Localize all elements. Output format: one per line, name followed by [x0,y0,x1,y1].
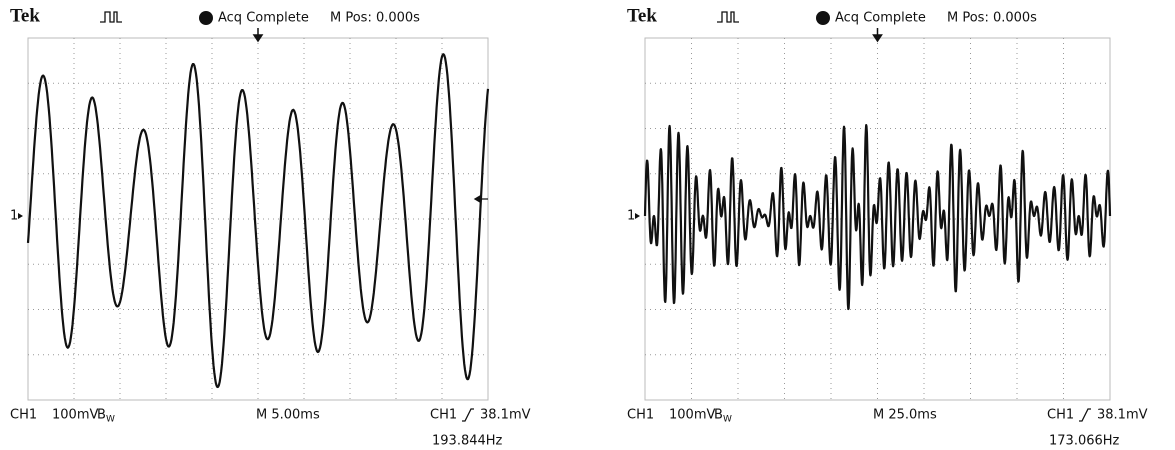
trigger-level: 38.1mV [480,408,531,423]
trigger-slope [462,408,474,422]
trigger-pos-arrow [872,28,883,43]
bw-limit: B [97,408,106,423]
ground-arrow [635,213,640,219]
ground-arrow [18,213,23,219]
run-icon [100,11,122,23]
bw-limit: B [714,408,723,423]
ground-marker: 1 [10,209,18,224]
trigger-level: 38.1mV [1097,408,1148,423]
position: M Pos: 0.000s [330,11,420,26]
waveform [26,53,490,389]
run-icon [717,11,739,23]
frequency: 193.844Hz [432,434,503,449]
trigger-slope [1079,408,1091,422]
trigger-channel: CH1 [1047,408,1074,423]
bw-limit-sub: W [723,415,732,425]
ground-marker: 1 [627,209,635,224]
timebase: M 5.00ms [256,408,320,423]
volts-div: 100mV [669,408,715,423]
brand: Tek [10,5,40,26]
timebase: M 25.0ms [873,408,937,423]
bw-limit-sub: W [106,415,115,425]
acq-dot [199,11,213,25]
volts-div: 100mV [52,408,98,423]
brand: Tek [627,5,657,26]
acq-status: Acq Complete [218,11,309,26]
waveform [643,124,1112,311]
channel: CH1 [627,408,654,423]
trigger-pos-arrow [252,28,264,43]
frequency: 173.066Hz [1049,434,1120,449]
position: M Pos: 0.000s [947,11,1037,26]
trigger-channel: CH1 [430,408,457,423]
acq-dot [816,11,830,25]
channel: CH1 [10,408,37,423]
acq-status: Acq Complete [835,11,926,26]
